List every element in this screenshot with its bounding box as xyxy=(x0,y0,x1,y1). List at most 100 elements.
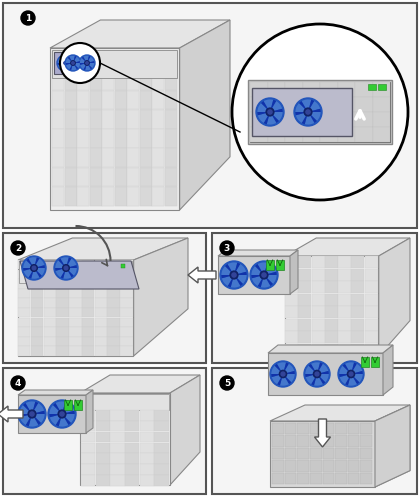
Bar xyxy=(298,256,311,268)
Bar xyxy=(338,127,355,142)
Wedge shape xyxy=(56,414,62,426)
Bar xyxy=(310,473,321,484)
Wedge shape xyxy=(29,414,38,426)
Bar xyxy=(44,269,56,279)
Bar xyxy=(81,421,95,431)
Polygon shape xyxy=(0,406,23,422)
Polygon shape xyxy=(80,375,200,393)
Wedge shape xyxy=(80,63,84,70)
Bar xyxy=(312,294,325,306)
Wedge shape xyxy=(20,414,32,425)
Wedge shape xyxy=(29,268,34,278)
Bar xyxy=(338,281,351,293)
Bar xyxy=(69,327,81,336)
Wedge shape xyxy=(84,63,89,69)
Wedge shape xyxy=(66,258,76,268)
Bar xyxy=(52,129,64,148)
Circle shape xyxy=(21,11,35,25)
Wedge shape xyxy=(62,414,71,425)
Bar xyxy=(355,127,373,142)
Bar xyxy=(325,343,338,356)
Bar xyxy=(127,148,139,167)
Bar xyxy=(52,167,64,186)
Bar xyxy=(94,346,107,356)
Wedge shape xyxy=(26,402,35,414)
Wedge shape xyxy=(63,268,71,279)
Bar xyxy=(302,112,320,127)
Wedge shape xyxy=(85,63,91,70)
Wedge shape xyxy=(55,268,66,271)
Bar xyxy=(52,110,64,129)
Bar xyxy=(19,261,132,283)
Wedge shape xyxy=(34,265,45,268)
Bar xyxy=(338,294,351,306)
Bar xyxy=(89,71,102,90)
Polygon shape xyxy=(20,261,139,289)
Wedge shape xyxy=(275,364,283,374)
Bar xyxy=(320,82,338,97)
Bar xyxy=(127,167,139,186)
Circle shape xyxy=(28,410,36,418)
Bar xyxy=(365,306,378,318)
Wedge shape xyxy=(69,63,73,70)
Bar xyxy=(165,90,176,109)
Circle shape xyxy=(30,412,34,416)
Bar xyxy=(154,475,169,486)
Wedge shape xyxy=(55,268,66,277)
Circle shape xyxy=(76,55,92,71)
Wedge shape xyxy=(345,362,354,374)
Wedge shape xyxy=(66,268,77,276)
Bar xyxy=(94,318,107,327)
Wedge shape xyxy=(264,99,273,112)
Wedge shape xyxy=(277,374,283,385)
Bar xyxy=(31,318,43,327)
Bar xyxy=(360,423,372,434)
Bar xyxy=(352,331,365,343)
Bar xyxy=(310,423,321,434)
Circle shape xyxy=(220,376,234,390)
Bar xyxy=(108,318,120,327)
Circle shape xyxy=(294,98,322,126)
Bar xyxy=(285,423,296,434)
Bar xyxy=(96,464,110,475)
Bar xyxy=(360,460,372,472)
Bar xyxy=(52,50,177,78)
Bar xyxy=(352,319,365,331)
Wedge shape xyxy=(32,414,41,425)
Bar xyxy=(56,279,69,288)
Bar xyxy=(65,187,76,205)
Bar xyxy=(69,337,81,346)
Wedge shape xyxy=(65,61,72,63)
Bar xyxy=(338,268,351,281)
Wedge shape xyxy=(84,57,91,63)
Wedge shape xyxy=(58,63,65,69)
Bar xyxy=(338,112,355,127)
Bar xyxy=(268,82,285,142)
Bar xyxy=(56,289,69,298)
Bar xyxy=(102,167,114,186)
Bar xyxy=(152,187,164,205)
Bar xyxy=(120,298,133,308)
Bar xyxy=(139,52,152,206)
Wedge shape xyxy=(264,275,277,284)
Bar xyxy=(89,90,102,109)
Circle shape xyxy=(11,376,25,390)
Bar xyxy=(325,331,338,343)
Circle shape xyxy=(64,266,68,270)
Bar xyxy=(52,187,64,205)
Bar xyxy=(165,52,176,71)
Circle shape xyxy=(60,43,100,83)
Wedge shape xyxy=(277,362,286,374)
Bar xyxy=(102,187,114,205)
Wedge shape xyxy=(351,371,363,374)
Bar xyxy=(348,448,360,459)
Wedge shape xyxy=(87,61,94,63)
Bar xyxy=(115,52,126,71)
Wedge shape xyxy=(58,63,65,65)
Bar xyxy=(285,331,298,343)
Bar xyxy=(165,167,176,186)
Bar xyxy=(31,346,43,356)
Bar xyxy=(212,368,417,494)
Bar xyxy=(139,52,152,71)
Bar xyxy=(56,337,69,346)
